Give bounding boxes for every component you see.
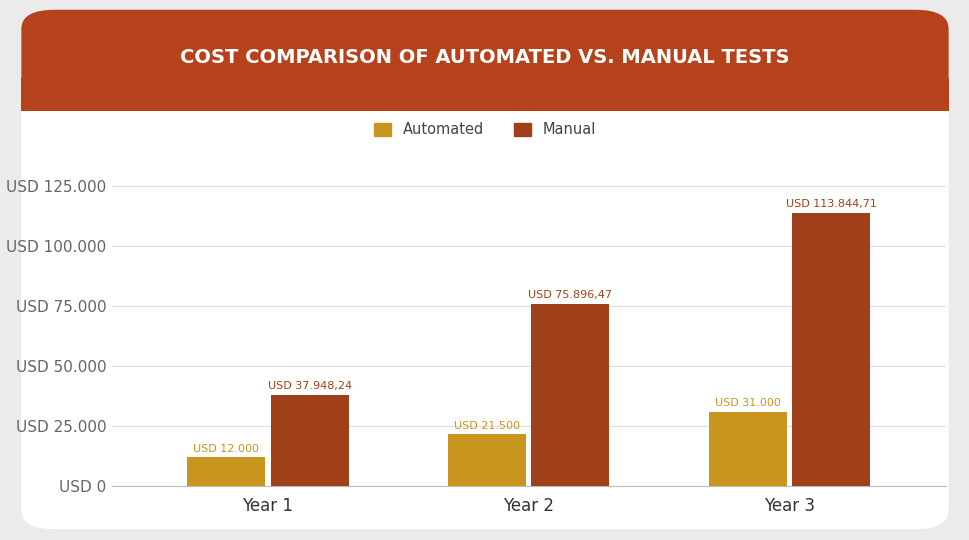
Text: USD 21.500: USD 21.500 [453,421,519,431]
Text: USD 12.000: USD 12.000 [193,443,259,454]
Legend: Automated, Manual: Automated, Manual [374,122,595,137]
Text: USD 113.844,71: USD 113.844,71 [785,199,876,209]
Text: COST COMPARISON OF AUTOMATED VS. MANUAL TESTS: COST COMPARISON OF AUTOMATED VS. MANUAL … [180,48,789,68]
Text: USD 31.000: USD 31.000 [714,398,780,408]
Bar [531,304,609,486]
Bar [270,395,349,486]
Text: USD 37.948,24: USD 37.948,24 [267,381,352,391]
Bar [791,213,869,486]
Text: USD 75.896,47: USD 75.896,47 [528,290,611,300]
Bar [187,457,266,486]
Bar [707,411,786,486]
Bar [448,434,525,486]
